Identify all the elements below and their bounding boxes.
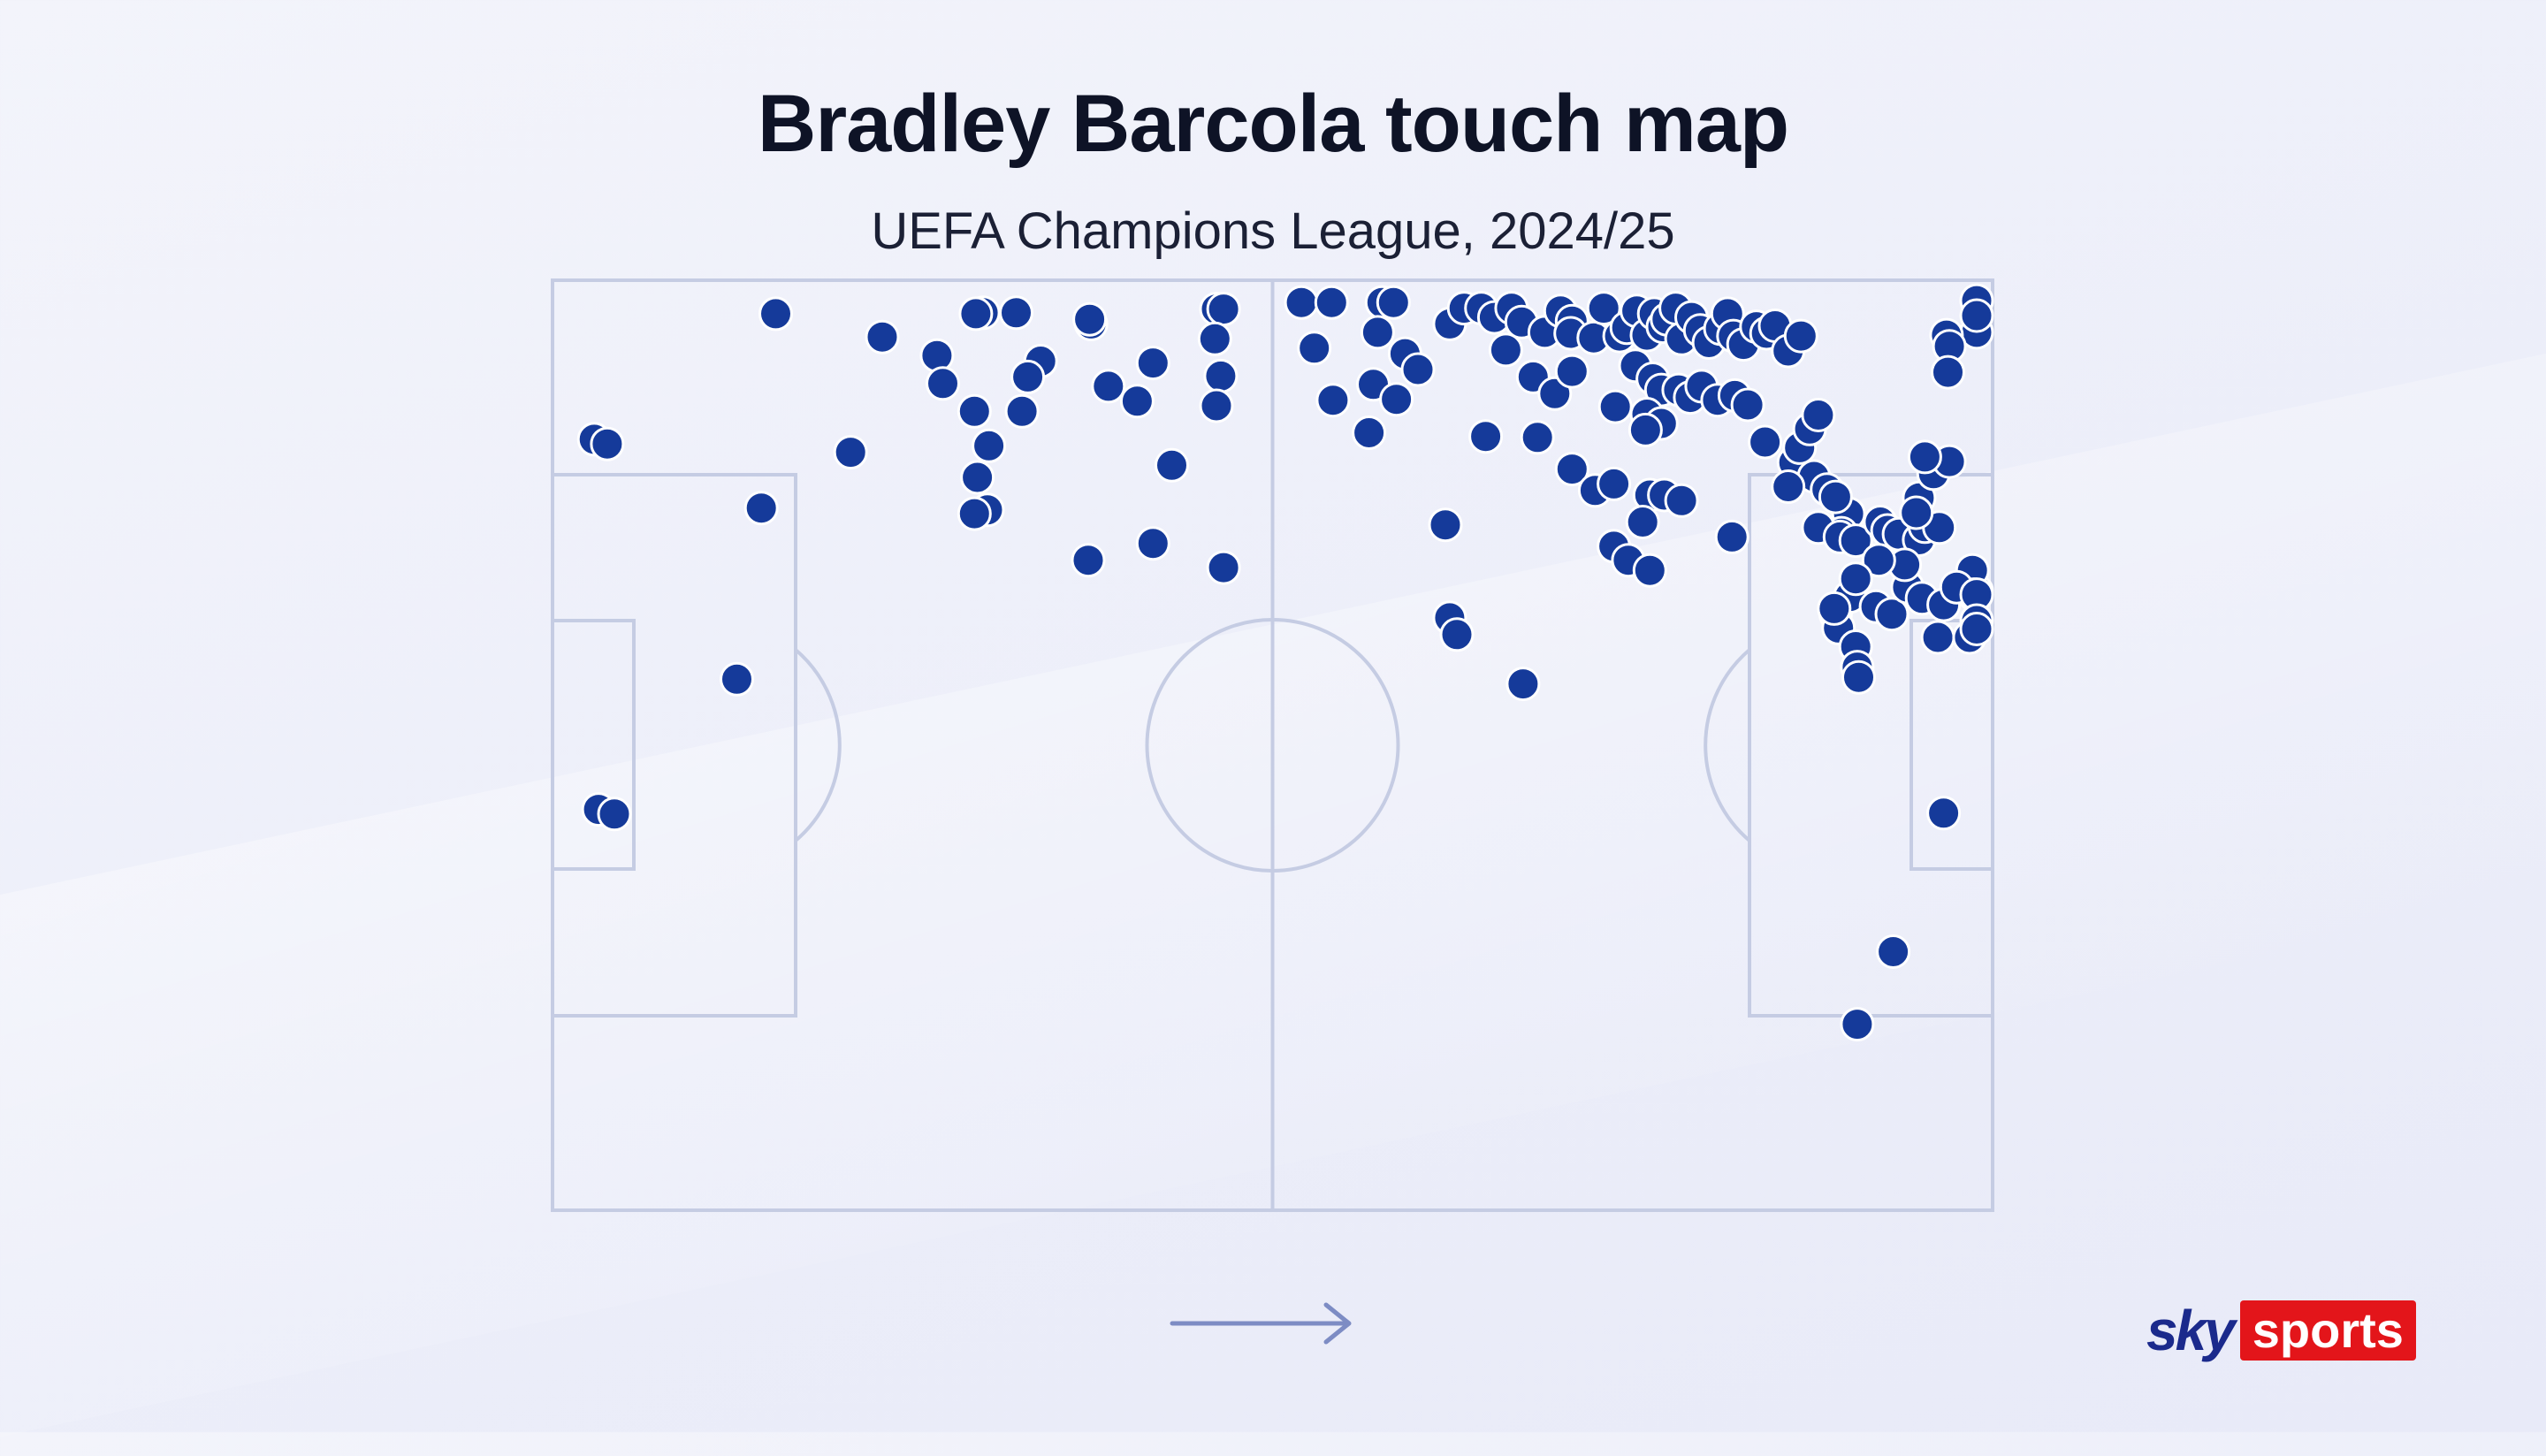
touch-point xyxy=(1314,285,1349,320)
touch-point xyxy=(1899,495,1934,530)
touch-point xyxy=(1840,1007,1875,1042)
touch-point xyxy=(1206,292,1241,327)
touch-point xyxy=(1284,285,1319,320)
touch-point xyxy=(1664,483,1699,518)
touch-point xyxy=(1554,452,1589,487)
touch-point xyxy=(1597,466,1632,501)
left-penalty-arc xyxy=(794,648,842,842)
touch-point xyxy=(1468,419,1504,454)
touch-point xyxy=(597,797,632,832)
touch-point xyxy=(1861,543,1896,578)
touch-point xyxy=(833,435,868,470)
touch-point xyxy=(1199,388,1234,423)
touch-point xyxy=(743,491,779,526)
right-penalty-arc xyxy=(1704,648,1751,842)
touch-point xyxy=(865,319,900,354)
touch-point xyxy=(758,296,793,332)
touch-point xyxy=(999,295,1033,331)
touch-point xyxy=(1838,523,1873,559)
touch-point xyxy=(1554,354,1589,389)
touch-point xyxy=(1428,507,1463,543)
touch-point xyxy=(720,661,754,697)
logo-sky-text: sky xyxy=(2146,1299,2236,1362)
touch-point xyxy=(1931,354,1965,390)
touch-point xyxy=(1771,469,1806,504)
touch-point xyxy=(1352,415,1387,450)
touch-point xyxy=(1135,346,1170,381)
touch-point xyxy=(1783,318,1818,354)
touch-point xyxy=(1748,424,1783,460)
touch-point xyxy=(1586,291,1621,326)
touch-point xyxy=(972,428,1007,463)
touch-point xyxy=(1206,550,1241,585)
touch-points xyxy=(576,283,1994,1042)
touch-point xyxy=(1625,505,1660,539)
touch-point xyxy=(1959,298,1994,333)
touch-point xyxy=(1203,358,1239,393)
touch-point xyxy=(1488,332,1523,368)
touch-point xyxy=(1505,667,1541,702)
touch-point xyxy=(1071,543,1106,578)
touch-point xyxy=(1597,389,1633,424)
touch-point xyxy=(1010,359,1046,394)
touch-point xyxy=(960,460,995,495)
pitch-markings xyxy=(551,278,1994,1212)
touch-point xyxy=(1297,331,1332,366)
touch-point xyxy=(958,296,994,332)
touch-point xyxy=(1801,398,1836,432)
touch-point xyxy=(1627,412,1663,447)
logo-sports-text: sports xyxy=(2239,1300,2416,1361)
touch-point xyxy=(1091,369,1126,404)
touch-point xyxy=(1876,934,1911,969)
touch-point xyxy=(1520,420,1555,455)
touch-point xyxy=(957,393,992,429)
touch-point xyxy=(1730,387,1765,423)
sky-sports-logo: sky sports xyxy=(2146,1299,2416,1362)
touch-point xyxy=(1379,382,1414,417)
touch-point xyxy=(1135,526,1170,561)
touch-point xyxy=(1818,479,1853,515)
left-penalty-area xyxy=(551,473,797,1018)
touch-point xyxy=(1959,612,1994,646)
touch-point xyxy=(1907,439,1942,475)
touch-point xyxy=(1632,553,1667,588)
touch-point xyxy=(1376,285,1411,320)
chart-title: Bradley Barcola touch map xyxy=(757,79,1789,169)
touch-point xyxy=(1817,591,1852,626)
touch-point xyxy=(1315,383,1351,418)
touch-point xyxy=(1360,315,1395,350)
chart-subtitle: UEFA Champions League, 2024/25 xyxy=(871,202,1675,260)
touch-point xyxy=(1004,393,1040,429)
centre-circle xyxy=(1145,618,1400,873)
touch-point xyxy=(1119,384,1155,419)
touch-point xyxy=(1439,617,1475,652)
touch-point xyxy=(1714,519,1749,554)
touch-point xyxy=(1197,321,1232,356)
touch-point xyxy=(590,426,625,461)
left-six-yard-box xyxy=(551,619,636,871)
arrow-right-icon xyxy=(1170,1302,1352,1345)
touch-point xyxy=(1920,620,1955,655)
touch-point xyxy=(1874,597,1910,632)
touch-point xyxy=(919,338,955,373)
touch-point xyxy=(1926,796,1962,831)
touch-point xyxy=(957,496,992,531)
touch-point xyxy=(1841,659,1876,695)
touch-point xyxy=(1072,301,1108,337)
touch-point xyxy=(1155,447,1189,483)
touch-point xyxy=(1838,561,1873,597)
touch-point xyxy=(1400,352,1436,387)
touch-point xyxy=(926,366,960,401)
right-six-yard-box xyxy=(1910,619,1994,871)
